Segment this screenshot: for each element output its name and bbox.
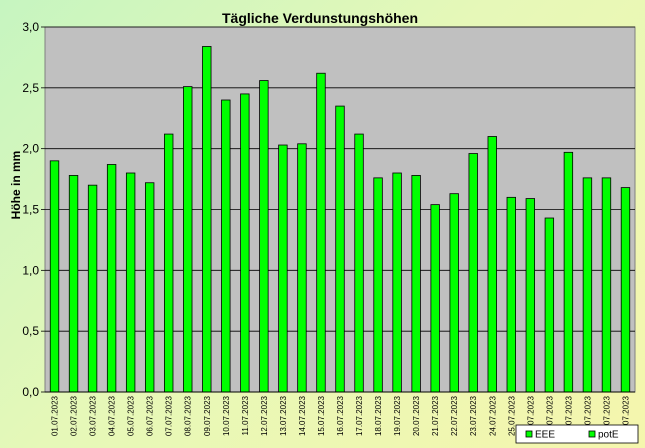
bar bbox=[68, 175, 79, 393]
bar bbox=[430, 204, 440, 393]
x-ticks: 01.07.2023 02.07.2023 03.07.2023 04.07.2023… bbox=[45, 391, 635, 436]
bar bbox=[449, 193, 459, 393]
bar bbox=[297, 143, 307, 393]
x-tick-label: 05.07.2023 bbox=[127, 395, 136, 436]
bar bbox=[601, 177, 612, 393]
y-tick-label: 2,0 bbox=[22, 142, 39, 156]
bar bbox=[259, 80, 269, 393]
x-tick-label: 18.07.2023 bbox=[374, 395, 383, 436]
x-tick-label: 28.07.2023 bbox=[564, 395, 573, 436]
x-tick-label: 26.07.2023 bbox=[526, 395, 535, 436]
bar bbox=[354, 133, 364, 393]
bar bbox=[392, 172, 402, 393]
x-tick-label: 02.07.2023 bbox=[70, 395, 79, 436]
x-tick-label: 29.07.2023 bbox=[583, 395, 592, 436]
bar bbox=[221, 99, 231, 393]
bar bbox=[87, 184, 98, 393]
x-tick-label: 14.07.2023 bbox=[298, 395, 307, 436]
x-tick-label: 21.07.2023 bbox=[431, 395, 440, 436]
bar bbox=[164, 133, 174, 393]
bar bbox=[411, 175, 421, 393]
y-tick-label: 3,0 bbox=[22, 20, 39, 34]
bar bbox=[316, 72, 326, 393]
x-tick-label: 22.07.2023 bbox=[450, 395, 459, 436]
bar bbox=[373, 177, 383, 393]
bar bbox=[335, 105, 345, 393]
bar bbox=[240, 93, 250, 393]
x-tick-label: 06.07.2023 bbox=[146, 395, 155, 436]
y-axis-label: Höhe in mm bbox=[9, 151, 23, 220]
legend-swatch-eee bbox=[525, 430, 533, 438]
x-tick-label: 17.07.2023 bbox=[355, 395, 364, 436]
x-tick-label: 04.07.2023 bbox=[108, 395, 117, 436]
x-tick-label: 27.07.2023 bbox=[545, 395, 554, 436]
bar bbox=[525, 198, 536, 393]
x-tick-label: 23.07.2023 bbox=[469, 395, 478, 436]
x-tick-label: 24.07.2023 bbox=[488, 395, 497, 436]
x-tick-label: 08.07.2023 bbox=[184, 395, 193, 436]
bar bbox=[506, 196, 516, 393]
x-tick-label: 20.07.2023 bbox=[412, 395, 421, 436]
y-tick-label: 2,5 bbox=[22, 81, 39, 95]
legend-swatch-pote bbox=[588, 430, 596, 438]
y-tick-label: 1,5 bbox=[22, 203, 39, 217]
bar bbox=[563, 151, 574, 393]
legend-label-pote: potE bbox=[598, 430, 619, 441]
x-tick-label: 11.07.2023 bbox=[241, 395, 250, 435]
chart-title: Tägliche Verdunstungshöhen bbox=[222, 10, 418, 26]
x-tick-label: 30.07.2023 bbox=[602, 395, 611, 436]
y-tick-label: 0,0 bbox=[22, 385, 39, 399]
x-tick-label: 19.07.2023 bbox=[393, 395, 402, 436]
x-tick-label: 10.07.2023 bbox=[222, 395, 231, 436]
x-tick-label: 12.07.2023 bbox=[260, 395, 269, 436]
bar bbox=[144, 182, 155, 393]
legend: EEE potE bbox=[515, 424, 639, 444]
bar bbox=[468, 153, 478, 393]
x-tick-label: 25.07.2023 bbox=[507, 395, 516, 436]
legend-box bbox=[515, 424, 639, 444]
x-tick-label: 15.07.2023 bbox=[317, 395, 326, 436]
bar bbox=[125, 172, 136, 393]
bar bbox=[49, 160, 60, 393]
y-tick-label: 0,5 bbox=[22, 324, 39, 338]
bar bbox=[278, 144, 288, 393]
x-tick-label: 03.07.2023 bbox=[89, 395, 98, 436]
legend-label-eee: EEE bbox=[535, 430, 555, 441]
x-tick-label: 16.07.2023 bbox=[336, 395, 345, 436]
bar bbox=[106, 164, 117, 393]
x-tick-label: 13.07.2023 bbox=[279, 395, 288, 436]
x-tick-label: 01.07.2023 bbox=[51, 395, 60, 436]
bar bbox=[487, 136, 497, 393]
x-tick-label: 09.07.2023 bbox=[203, 395, 212, 436]
bar bbox=[183, 86, 193, 393]
bar bbox=[202, 46, 212, 393]
bar bbox=[544, 217, 555, 393]
y-ticks: 0,0 0,5 1,0 1,5 2,0 2,5 3,0 bbox=[22, 20, 45, 399]
x-tick-label: 07.07.2023 bbox=[165, 395, 174, 436]
y-tick-label: 1,0 bbox=[22, 263, 39, 277]
bars bbox=[49, 46, 631, 393]
bar bbox=[620, 187, 631, 393]
x-tick-label: 31.07.2023 bbox=[621, 395, 630, 436]
bar bbox=[582, 177, 593, 393]
